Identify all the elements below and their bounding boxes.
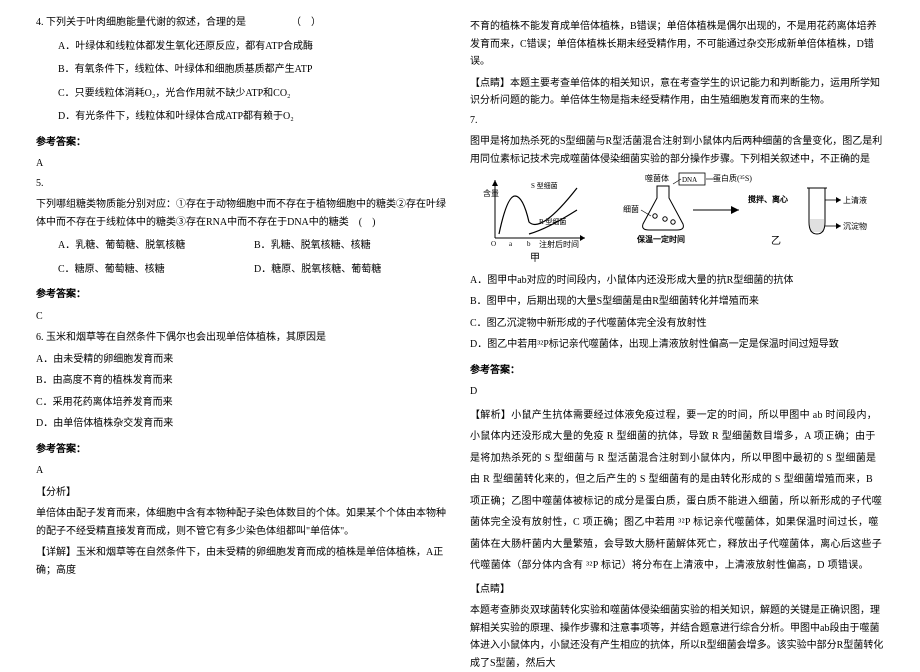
label-jia: 甲 — [470, 250, 884, 268]
q6-cont: 不育的植株不能发育成单倍体植株，B错误；单倍体植株是偶尔出现的，不是用花药离体培… — [470, 18, 884, 71]
svg-text:R 型细菌: R 型细菌 — [539, 217, 566, 226]
q4-answer-label: 参考答案： — [36, 134, 450, 152]
svg-text:沉淀物: 沉淀物 — [843, 221, 867, 231]
svg-text:S 型细菌: S 型细菌 — [531, 181, 558, 190]
q6-dianjing: 本题主要考查单倍体的相关知识，意在考查学生的识记能力和判断能力，运用所学知识分析… — [470, 78, 880, 107]
q5-opt-c: C．糖原、葡萄糖、核糖 — [58, 261, 254, 279]
left-column: 4. 下列关于叶肉细胞能量代谢的叙述，合理的是 （ ） A．叶绿体和线粒体都发生… — [26, 14, 460, 641]
q7-opt-a: A．图甲中ab对应的时间段内，小鼠体内还没形成大量的抗R型细菌的抗体 — [470, 272, 884, 290]
q6-opt-b: B．由高度不育的植株发育而来 — [36, 372, 450, 390]
svg-text:上清液: 上清液 — [843, 195, 867, 205]
svg-text:含量: 含量 — [483, 188, 499, 198]
q6-answer: A — [36, 462, 450, 480]
q5-answer: C — [36, 308, 450, 326]
q4-answer: A — [36, 155, 450, 173]
right-column: 不育的植株不能发育成单倍体植株，B错误；单倍体植株是偶尔出现的，不是用花药离体培… — [460, 14, 894, 641]
q6-opt-c: C．采用花药离体培养发育而来 — [36, 394, 450, 412]
q7-dianjing: 本题考查肺炎双球菌转化实验和噬菌体侵染细菌实验的相关知识，解题的关键是正确识图，… — [470, 602, 884, 672]
q4-stem: 4. 下列关于叶肉细胞能量代谢的叙述，合理的是 （ ） — [36, 14, 450, 32]
q5-stem: 下列哪组糖类物质能分别对应：①存在于动物细胞中而不存在于植物细胞中的糖类②存在叶… — [36, 196, 450, 231]
q5-opt-d: D．糖原、脱氧核糖、葡萄糖 — [254, 261, 450, 279]
q7-stem: 图甲是将加热杀死的S型细菌与R型活菌混合注射到小鼠体内后两种细菌的含量变化，图乙… — [470, 133, 884, 168]
svg-text:注射后时间: 注射后时间 — [539, 239, 579, 249]
q6-fenxi-label: 【分析】 — [36, 484, 450, 502]
q6-opt-a: A．由未受精的卵细胞发育而来 — [36, 351, 450, 369]
q7-answer-label: 参考答案： — [470, 362, 884, 380]
svg-text:噬菌体: 噬菌体 — [645, 173, 669, 183]
apparatus-yi-icon: 噬菌体 DNA 蛋白质(³⁵S) 细菌 保温一定时间 搅拌、离心 — [603, 172, 873, 250]
svg-text:保温一定时间: 保温一定时间 — [636, 234, 685, 244]
q5-opt-b: B．乳糖、脱氧核糖、核糖 — [254, 237, 450, 255]
q4-opt-d: D．有光条件下，线粒体和叶绿体合成ATP都有赖于O₂ — [36, 108, 450, 126]
q7-answer: D — [470, 383, 884, 401]
q6-dianjing-label: 【点睛】 — [470, 78, 510, 89]
q7-jiexi: 小鼠产生抗体需要经过体液免疫过程，要一定的时间，所以甲图中 ab 时间段内，小鼠… — [470, 410, 882, 572]
q7-num: 7. — [470, 112, 884, 130]
q6-opt-d: D．由单倍体植株杂交发育而来 — [36, 415, 450, 433]
q5-answer-label: 参考答案： — [36, 286, 450, 304]
svg-text:乙: 乙 — [771, 235, 781, 247]
svg-text:DNA: DNA — [682, 176, 697, 184]
svg-text:细菌: 细菌 — [623, 204, 639, 214]
q4-opt-b: B．有氧条件下，线粒体、叶绿体和细胞质基质都产生ATP — [36, 61, 450, 79]
svg-text:a: a — [509, 240, 513, 248]
q6-xiangjie: 玉米和烟草等在自然条件下，由未受精的卵细胞发育而成的植株是单倍体植株，A正确；高… — [36, 547, 443, 576]
q4-opt-c: C．只要线粒体消耗O₂，光合作用就不缺少ATP和CO₂ — [36, 85, 450, 103]
q7-dianjing-label: 【点睛】 — [470, 581, 884, 599]
q7-diagram: 含量 S 型细菌 R 型细菌 O a b 注射后时间 噬菌体 DNA 蛋白质(³… — [470, 172, 884, 250]
svg-text:b: b — [527, 240, 531, 248]
q7-jiexi-label: 【解析】 — [470, 410, 511, 421]
q5-opt-a: A．乳糖、葡萄糖、脱氧核糖 — [58, 237, 254, 255]
q6-answer-label: 参考答案： — [36, 441, 450, 459]
q4-opt-a: A．叶绿体和线粒体都发生氧化还原反应，都有ATP合成酶 — [36, 38, 450, 56]
q6-fenxi: 单倍体由配子发育而来，体细胞中含有本物种配子染色体数目的个体。如果某个个体由本物… — [36, 505, 450, 540]
q6-stem: 6. 玉米和烟草等在自然条件下偶尔也会出现单倍体植株，其原因是 — [36, 329, 450, 347]
q6-xiangjie-label: 【详解】 — [36, 547, 76, 558]
q7-opt-d: D．图乙中若用³²P标记亲代噬菌体，出现上清液放射性偏高一定是保温时间过短导致 — [470, 336, 884, 354]
graph-jia-icon: 含量 S 型细菌 R 型细菌 O a b 注射后时间 — [481, 174, 591, 249]
q5-num: 5. — [36, 175, 450, 193]
svg-text:O: O — [491, 240, 496, 248]
svg-text:蛋白质(³⁵S): 蛋白质(³⁵S) — [713, 173, 752, 183]
svg-text:搅拌、离心: 搅拌、离心 — [748, 194, 788, 204]
q7-opt-c: C．图乙沉淀物中新形成的子代噬菌体完全没有放射性 — [470, 315, 884, 333]
q7-opt-b: B．图甲中，后期出现的大量S型细菌是由R型细菌转化并增殖而来 — [470, 293, 884, 311]
